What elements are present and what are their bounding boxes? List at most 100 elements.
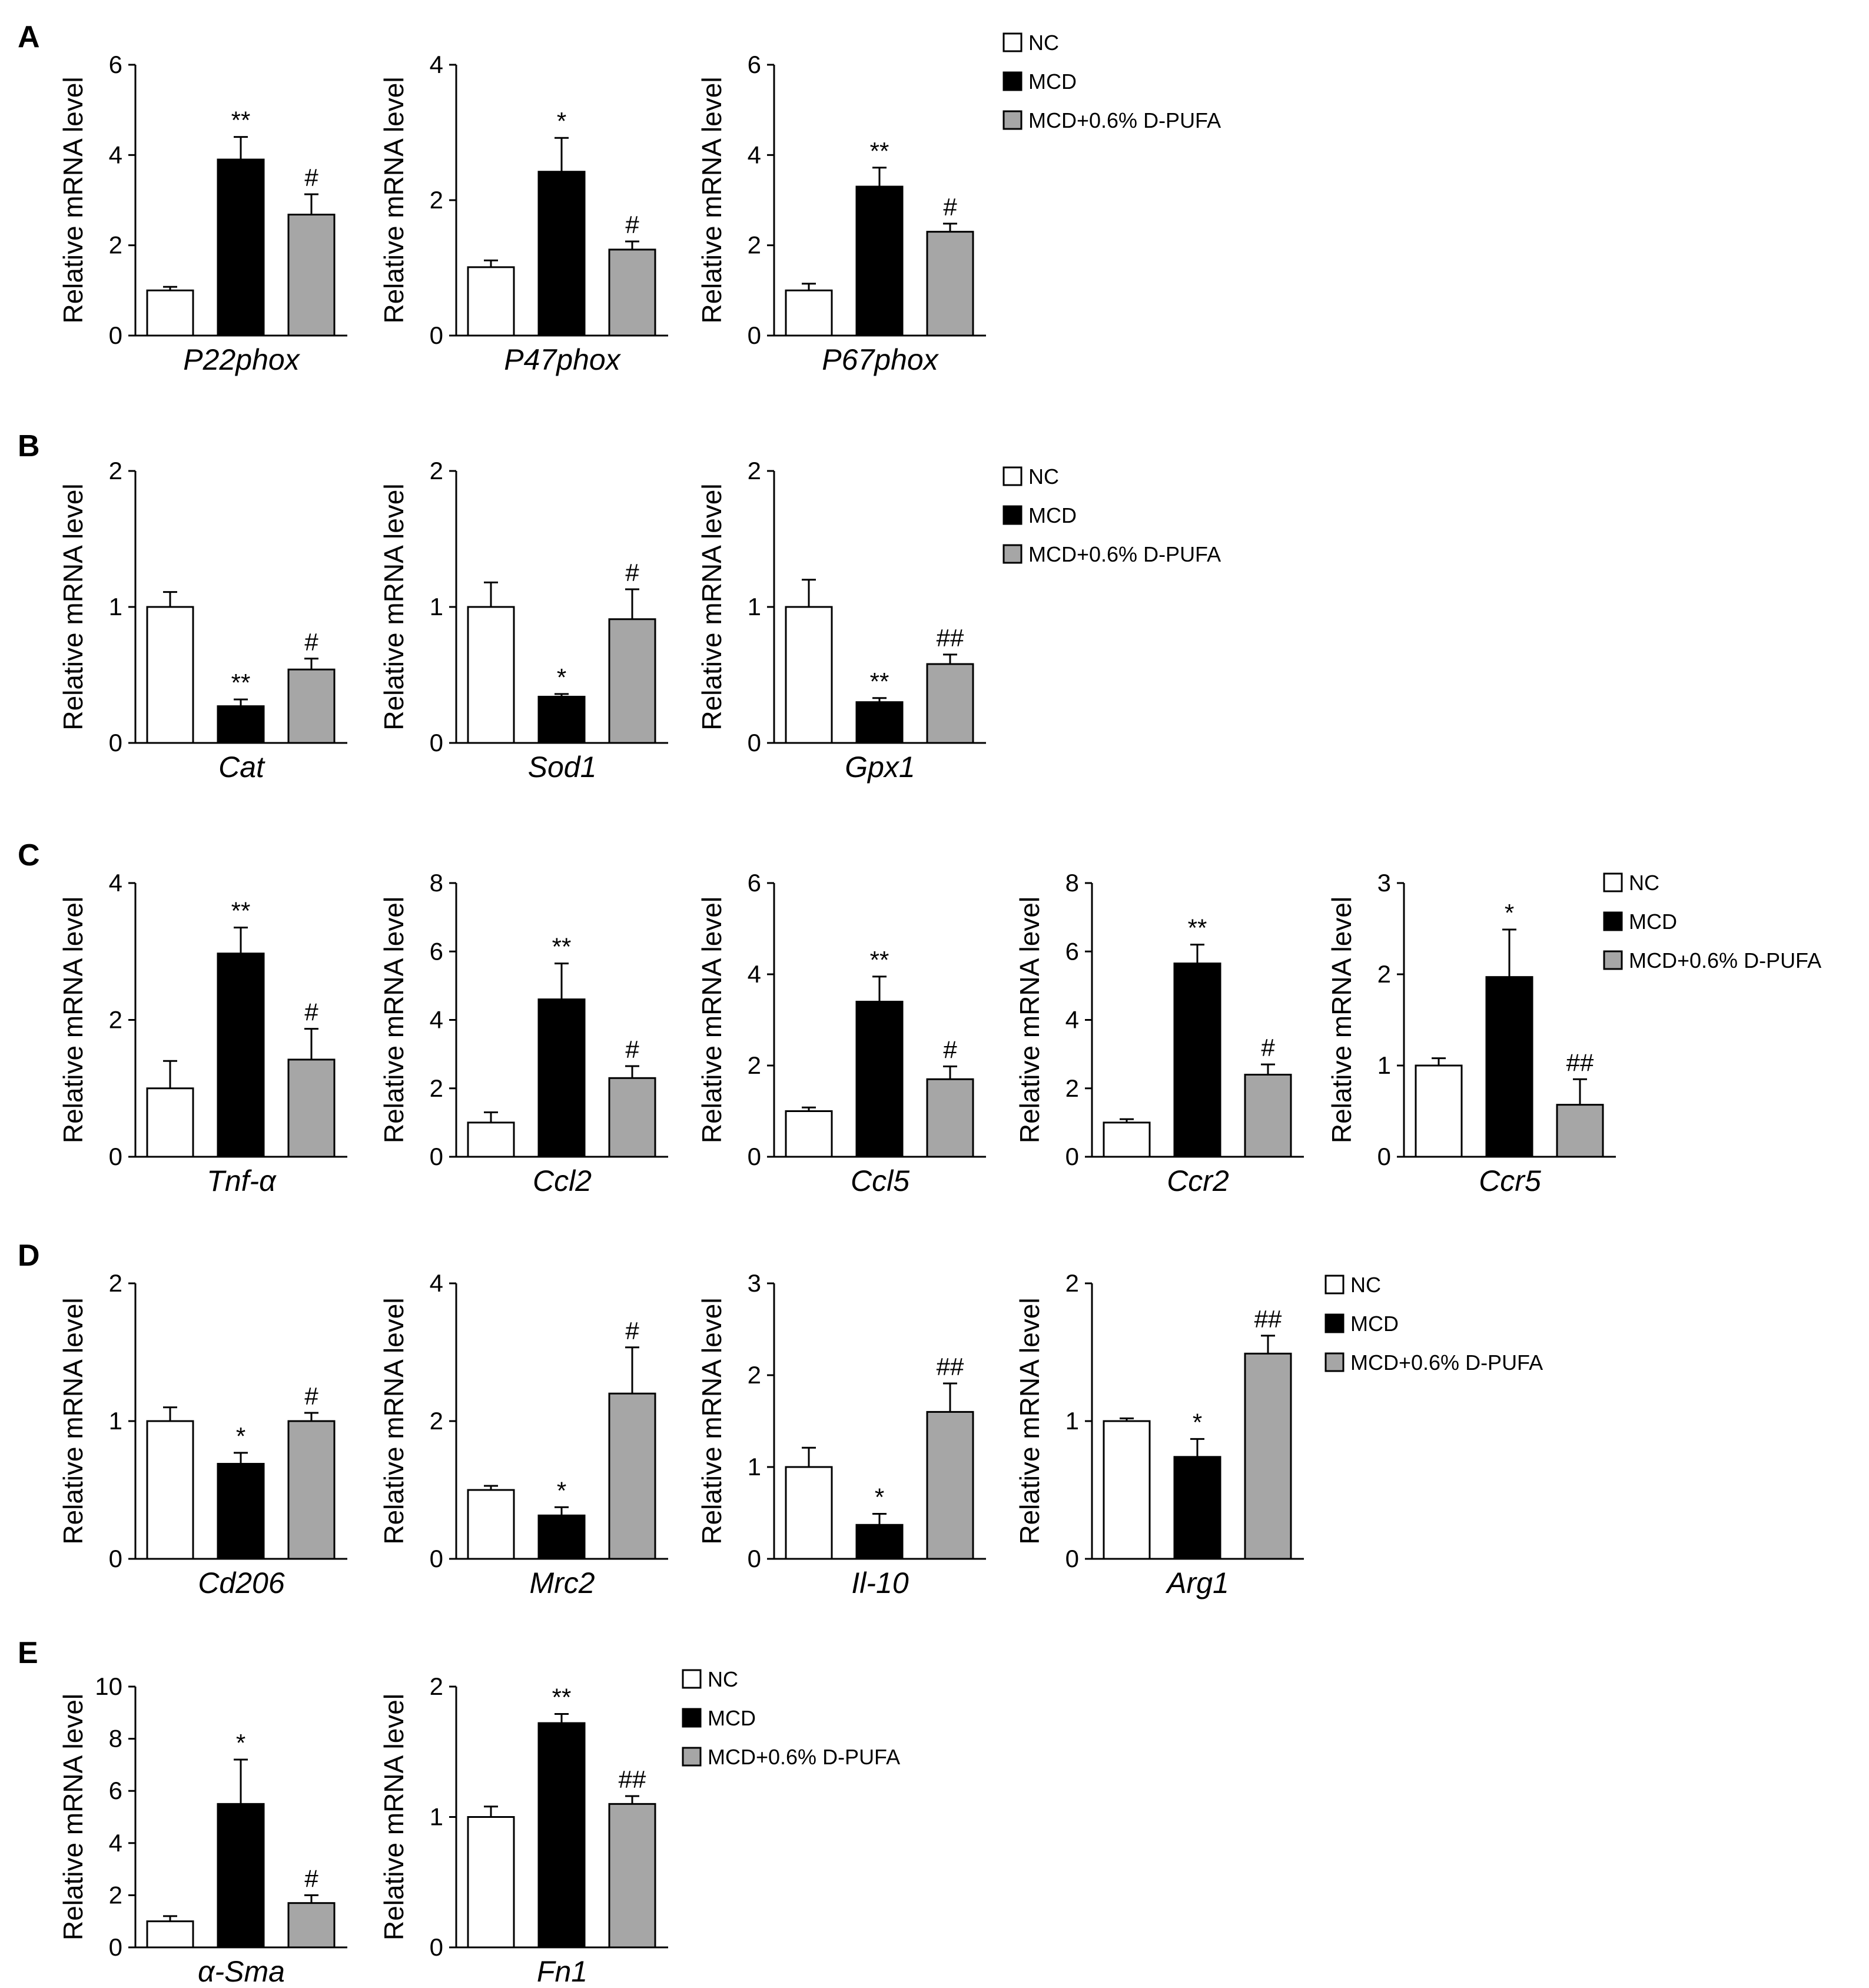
bar-il-10-mcd — [855, 1524, 904, 1560]
bar-mrc2-mcd — [537, 1514, 586, 1560]
gene-label: Ccl5 — [851, 1164, 909, 1197]
bar-ccl5-mcd-d-pufa — [926, 1078, 974, 1158]
bar-cd206-nc — [146, 1420, 194, 1560]
gene-label: Arg1 — [1165, 1566, 1229, 1599]
significance-label: ** — [870, 668, 889, 695]
y-tick-label: 1 — [1065, 1407, 1079, 1435]
legend-label: MCD — [1028, 503, 1077, 527]
y-axis-label: Relative mRNA level — [58, 1694, 88, 1940]
y-tick-label: 2 — [748, 231, 761, 259]
significance-label: ## — [1566, 1048, 1594, 1076]
y-tick-label: 4 — [430, 1006, 443, 1034]
significance-label: # — [943, 1036, 957, 1064]
significance-label: ## — [1254, 1305, 1282, 1333]
y-tick-label: 3 — [748, 1269, 761, 1297]
legend-swatch — [1002, 505, 1023, 525]
legend-swatch — [1603, 911, 1623, 931]
significance-label: # — [625, 1036, 639, 1063]
significance-label: ** — [1188, 914, 1207, 942]
legend-label: NC — [1028, 464, 1059, 489]
y-tick-label: 2 — [430, 457, 443, 484]
bar-cd206-mcd — [217, 1463, 265, 1560]
bar-arg1-mcd-d-pufa — [1244, 1352, 1292, 1560]
legend-swatch — [1002, 110, 1023, 130]
significance-label: * — [557, 107, 566, 135]
chart-sod1: 0 1 2 Relative mRNA level * # Sod1 — [379, 457, 668, 784]
y-tick-label: 0 — [109, 729, 122, 756]
gene-label: P22phox — [183, 343, 300, 376]
significance-label: ** — [870, 137, 889, 165]
y-tick-label: 2 — [1377, 960, 1391, 988]
y-tick-label: 0 — [109, 1545, 122, 1572]
y-tick-label: 4 — [1065, 1006, 1079, 1034]
y-tick-label: 2 — [1065, 1269, 1079, 1297]
bar-ccr2-mcd — [1173, 963, 1221, 1158]
significance-label: ** — [870, 946, 889, 974]
y-tick-label: 2 — [109, 1269, 122, 1297]
y-tick-label: 2 — [109, 1006, 122, 1034]
legend-swatch — [1324, 1352, 1345, 1372]
y-tick-label: 0 — [109, 1933, 122, 1961]
y-axis-label: Relative mRNA level — [1014, 1297, 1045, 1544]
y-tick-label: 1 — [748, 1453, 761, 1481]
panel-letter-b: B — [18, 429, 40, 463]
y-tick-label: 4 — [430, 1269, 443, 1297]
bar-p67phox-nc — [785, 289, 833, 337]
chart-il-10: 0 1 2 3 Relative mRNA level * ## Il-10 — [696, 1269, 986, 1599]
bar-mrc2-mcd-d-pufa — [608, 1392, 656, 1560]
significance-label: # — [304, 998, 318, 1026]
significance-label: # — [304, 164, 318, 191]
bar-il-10-mcd-d-pufa — [926, 1410, 974, 1560]
y-tick-label: 4 — [109, 1829, 122, 1857]
legend-c: NC MCD MCD+0.6% D-PUFA — [1603, 871, 1821, 973]
y-axis-label: Relative mRNA level — [379, 483, 409, 730]
significance-label: # — [304, 1864, 318, 1892]
y-tick-label: 3 — [1377, 869, 1391, 897]
bar-cat-mcd-d-pufa — [287, 668, 336, 744]
significance-label: ** — [231, 897, 251, 925]
y-tick-label: 2 — [109, 1881, 122, 1909]
y-tick-label: 2 — [430, 186, 443, 214]
legend-label: MCD — [1350, 1312, 1399, 1336]
gene-label: Cat — [218, 751, 265, 784]
bar-ccl2-mcd — [537, 998, 586, 1158]
legend-label: MCD+0.6% D-PUFA — [1629, 948, 1821, 973]
legend-swatch — [1002, 544, 1023, 564]
significance-label: # — [1261, 1034, 1275, 1061]
panel-letter-e: E — [18, 1636, 38, 1670]
bar-fn1-nc — [467, 1816, 515, 1949]
y-tick-label: 0 — [1377, 1143, 1391, 1170]
y-tick-label: 8 — [1065, 869, 1079, 897]
chart-p47phox: 0 2 4 Relative mRNA level * # P47phox — [379, 51, 668, 376]
y-axis-label: Relative mRNA level — [58, 1297, 88, 1544]
y-axis-label: Relative mRNA level — [1326, 897, 1357, 1143]
y-tick-label: 6 — [748, 51, 761, 78]
gene-label: Mrc2 — [529, 1566, 595, 1599]
significance-label: # — [304, 628, 318, 656]
y-tick-label: 0 — [1065, 1545, 1079, 1572]
y-tick-label: 0 — [430, 729, 443, 756]
y-tick-label: 6 — [109, 1777, 122, 1804]
y-tick-label: 4 — [109, 869, 122, 897]
significance-label: ** — [231, 669, 251, 696]
legend-e: NC MCD MCD+0.6% D-PUFA — [682, 1667, 900, 1769]
y-axis-label: Relative mRNA level — [696, 77, 727, 323]
panel-letter-c: C — [18, 838, 40, 872]
legend-label: NC — [1629, 871, 1659, 895]
legend-swatch — [682, 1708, 702, 1728]
legend-label: MCD — [1028, 69, 1077, 94]
y-tick-label: 4 — [430, 51, 443, 78]
bar-p22phox-mcd — [217, 158, 265, 337]
bar-gpx1-mcd-d-pufa — [926, 663, 974, 744]
y-tick-label: 2 — [430, 1407, 443, 1435]
significance-label: ## — [619, 1765, 646, 1793]
legend-label: MCD+0.6% D-PUFA — [1350, 1350, 1543, 1375]
bar-mrc2-nc — [467, 1489, 515, 1560]
significance-label: # — [943, 193, 957, 221]
bar-ccl5-mcd — [855, 1001, 904, 1158]
bar-p47phox-mcd-d-pufa — [608, 248, 656, 337]
chart-gpx1: 0 1 2 Relative mRNA level ** ## Gpx1 — [696, 457, 986, 784]
legend-label: NC — [1350, 1273, 1381, 1297]
y-tick-label: 6 — [748, 869, 761, 897]
